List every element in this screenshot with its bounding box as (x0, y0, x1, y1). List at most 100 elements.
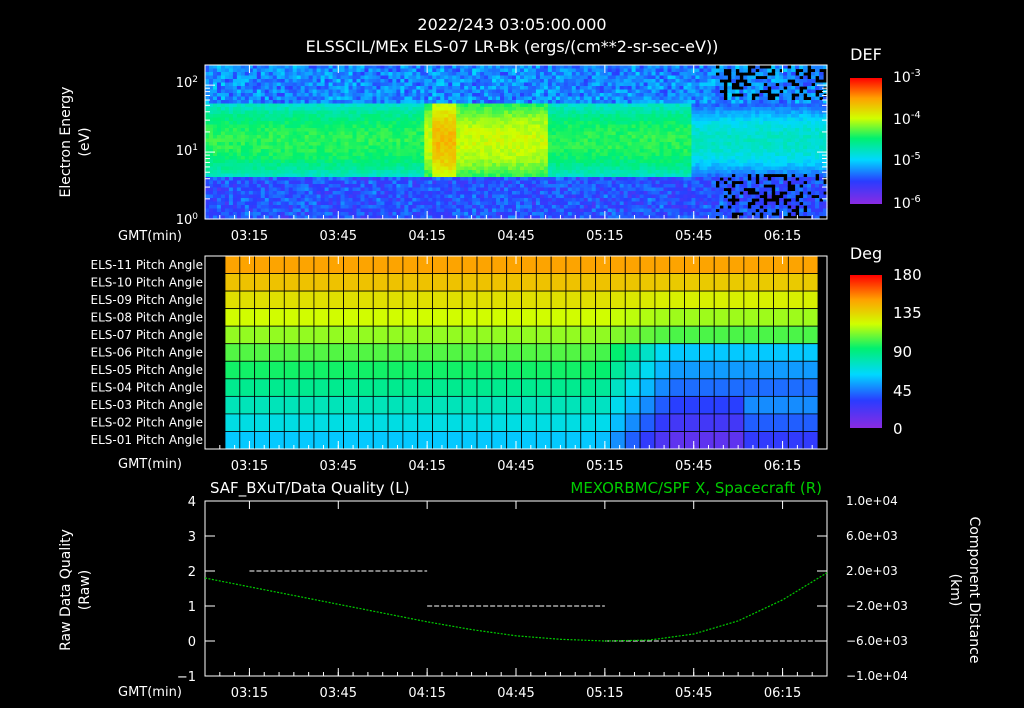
spectrogram-cell (539, 152, 545, 157)
spectrogram-cell (224, 100, 230, 105)
spectrogram-cell (448, 103, 453, 108)
spectrogram-cell (236, 177, 242, 182)
spectrogram-cell (615, 205, 621, 210)
spectrogram-cell (504, 149, 509, 154)
spectrogram-cell (571, 68, 577, 73)
spectrogram-cell (260, 89, 266, 94)
spectrogram-cell (292, 184, 298, 189)
spectrogram-cell (308, 72, 314, 77)
spectrogram-cell (440, 107, 445, 112)
spectrogram-cell (611, 201, 617, 206)
spectrogram-cell (384, 177, 390, 182)
spectrogram-cell (468, 128, 473, 133)
spectrogram-cell (496, 86, 501, 91)
spectrogram-cell (432, 117, 437, 122)
spectrogram-cell (212, 117, 218, 122)
spectrogram-cell (488, 170, 493, 175)
spectrogram-cell (651, 170, 657, 175)
spectrogram-cell (356, 156, 362, 161)
spectrogram-cell (312, 72, 318, 77)
spectrogram-cell (280, 82, 286, 87)
spectrogram-cell (504, 215, 509, 220)
spectrogram-cell (332, 145, 338, 150)
spectrogram-cell (316, 93, 322, 98)
spectrogram-cell (448, 142, 453, 147)
spectrogram-cell (224, 79, 230, 84)
spectrogram-cell (248, 110, 254, 115)
spectrogram-cell (212, 142, 218, 147)
spectrogram-cell (248, 191, 254, 196)
spectrogram-cell (408, 96, 413, 101)
spectrogram-cell (316, 177, 322, 182)
spectrogram-cell (583, 152, 589, 157)
spectrogram-cell (268, 93, 274, 98)
spectrogram-cell (260, 79, 266, 84)
spectrogram-cell (240, 156, 246, 161)
spectrogram-cell (352, 75, 358, 80)
spectrogram-cell (500, 128, 505, 133)
spectrogram-cell (655, 114, 661, 119)
spectrogram-cell (340, 173, 346, 178)
spectrogram-cell (352, 191, 358, 196)
spectrogram-cell (220, 110, 226, 115)
spectrogram-cell (444, 121, 449, 126)
spectrogram-cell (404, 145, 409, 150)
spectrogram-cell (555, 89, 561, 94)
spectrogram-cell (631, 96, 637, 101)
spectrogram-cell (519, 152, 525, 157)
spectrogram-cell (599, 82, 605, 87)
spectrogram-cell (539, 72, 545, 77)
spectrogram-cell (519, 131, 525, 136)
spectrogram-cell (559, 184, 565, 189)
spectrogram-cell (655, 121, 661, 126)
spectrogram-cell (531, 100, 537, 105)
spectrogram-cell (579, 100, 585, 105)
spectrogram-cell (412, 177, 417, 182)
spectrogram-cell (647, 103, 653, 108)
spectrogram-cell (320, 110, 326, 115)
spectrogram-cell (508, 75, 513, 80)
spectrogram-cell (647, 75, 653, 80)
spectrogram-cell (508, 131, 513, 136)
spectrogram-cell (563, 79, 569, 84)
spectrogram-cell (440, 187, 445, 192)
spectrogram-cell (408, 75, 413, 80)
spectrogram-cell (364, 110, 370, 115)
spectrogram-cell (388, 82, 393, 87)
spectrogram-cell (523, 201, 529, 206)
spectrogram-cell (587, 75, 593, 80)
spectrogram-cell (288, 103, 294, 108)
spectrogram-cell (603, 100, 609, 105)
spectrogram-cell (256, 163, 262, 168)
spectrogram-cell (519, 194, 525, 199)
spectrogram-cell (408, 114, 413, 119)
spectrogram-cell (567, 138, 573, 143)
spectrogram-cell (256, 177, 262, 182)
spectrogram-cell (316, 215, 322, 220)
spectrogram-cell (236, 184, 242, 189)
spectrogram-cell (448, 180, 453, 185)
spectrogram-cell (619, 163, 625, 168)
spectrogram-cell (260, 177, 266, 182)
spectrogram-cell (480, 121, 485, 126)
spectrogram-cell (651, 191, 657, 196)
spectrogram-cell (448, 173, 453, 178)
spectrogram-cell (296, 103, 302, 108)
spectrogram-cell (232, 124, 238, 129)
spectrogram-cell (516, 156, 521, 161)
spectrogram-cell (356, 93, 362, 98)
spectrogram-cell (516, 121, 521, 126)
spectrogram-cell (472, 121, 477, 126)
spectrogram-cell (432, 201, 437, 206)
spectrogram-cell (268, 138, 274, 143)
spectrogram-cell (252, 100, 258, 105)
spectrogram-cell (316, 205, 322, 210)
spectrogram-cell (555, 173, 561, 178)
spectrogram-cell (360, 128, 366, 133)
spectrogram-cell (587, 152, 593, 157)
spectrogram-cell (304, 107, 310, 112)
spectrogram-cell (312, 110, 318, 115)
spectrogram-cell (583, 117, 589, 122)
spectrogram-cell (404, 128, 409, 133)
spectrogram-cell (651, 198, 657, 203)
